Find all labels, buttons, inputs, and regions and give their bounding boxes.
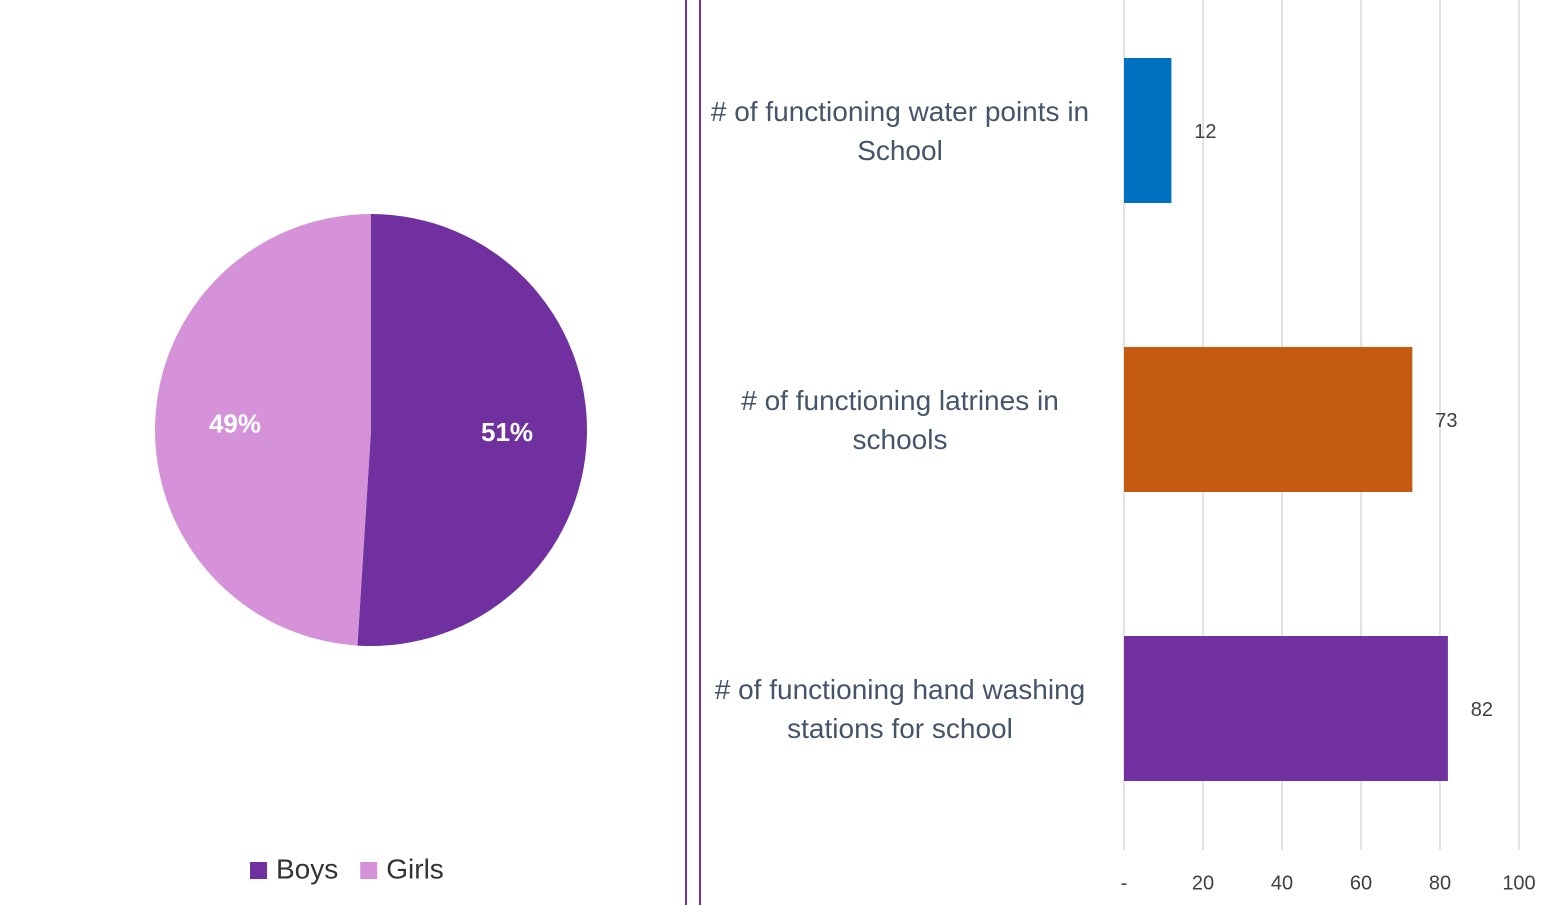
bar xyxy=(1124,636,1448,781)
legend-label: Girls xyxy=(386,853,444,884)
bar xyxy=(1124,347,1413,492)
x-tick-label: 60 xyxy=(1350,872,1372,894)
data-label: 49% xyxy=(209,409,261,439)
x-tick-label: 100 xyxy=(1502,872,1535,894)
data-label: 73 xyxy=(1435,410,1457,432)
legend-label: Boys xyxy=(276,853,338,884)
x-tick-label: 80 xyxy=(1429,872,1451,894)
y-tick-label: # of functioning latrines in schools xyxy=(741,384,1059,455)
data-label: 51% xyxy=(481,417,533,447)
y-tick-label: # of functioning hand washing stations f… xyxy=(714,673,1086,744)
legend-swatch xyxy=(360,862,378,879)
pie-slice xyxy=(357,214,587,646)
y-tick-label: # of functioning water points in School xyxy=(710,95,1090,166)
x-tick-label: - xyxy=(1121,872,1128,894)
data-label: 82 xyxy=(1471,699,1493,721)
pie-slice xyxy=(154,214,371,646)
x-tick-label: 20 xyxy=(1192,872,1214,894)
data-label: 12 xyxy=(1194,121,1216,143)
x-tick-label: 40 xyxy=(1271,872,1293,894)
bar xyxy=(1124,58,1172,203)
legend-swatch xyxy=(250,862,267,879)
